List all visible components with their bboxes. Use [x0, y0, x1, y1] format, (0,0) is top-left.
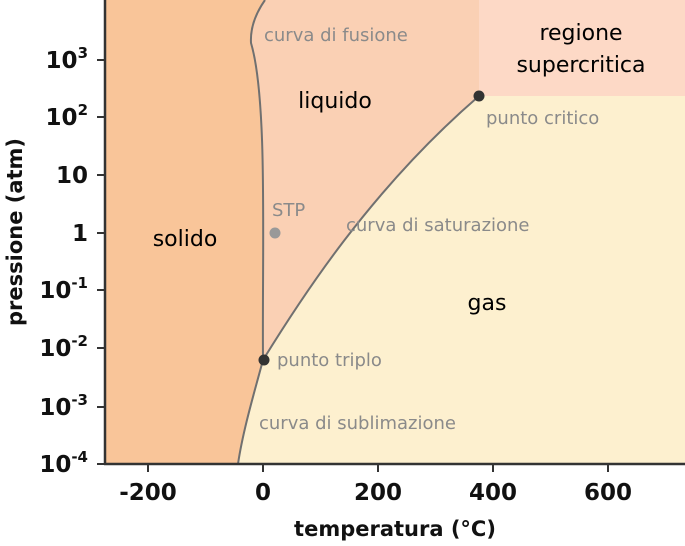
- y-tick-label: 1: [72, 221, 88, 247]
- triple-point-marker: [258, 354, 270, 366]
- supercritical-label-line2: supercritica: [516, 53, 645, 78]
- supercritical-region: [479, 0, 685, 96]
- liquid-label: liquido: [298, 89, 372, 114]
- y-tick-label: 10: [56, 163, 88, 189]
- saturation-curve: [262, 95, 480, 361]
- y-tick-label: 10-4: [39, 448, 88, 478]
- critical-point-label: punto critico: [486, 108, 599, 129]
- x-tick-label: -200: [119, 480, 177, 506]
- solid-label: solido: [153, 227, 218, 252]
- x-axis-title: temperatura (°C): [294, 517, 496, 541]
- critical-point-marker: [473, 90, 485, 102]
- stp-marker: [269, 227, 281, 239]
- melting-curve: [249, 0, 266, 361]
- gas-label: gas: [468, 291, 507, 316]
- triple-point-label: punto triplo: [277, 350, 382, 371]
- x-tick-label: 600: [584, 480, 632, 506]
- liquid-region: [250, 0, 479, 360]
- y-tick-label: 10-2: [39, 332, 88, 362]
- supercritical-label-line1: regione: [539, 21, 622, 46]
- x-tick-label: 0: [255, 480, 271, 506]
- stp-label: STP: [272, 200, 305, 221]
- y-tick-label: 103: [46, 44, 88, 74]
- sublimation-curve: [237, 359, 264, 465]
- sublimation-curve-label: curva di sublimazione: [259, 413, 456, 434]
- y-tick-label: 10-1: [39, 274, 88, 304]
- y-tick-label: 102: [46, 101, 88, 131]
- solid-region: [105, 0, 265, 464]
- y-tick-label: 10-3: [39, 391, 88, 421]
- x-ticks: -200 0 200 400 600: [119, 464, 632, 506]
- y-axis-title: pressione (atm): [3, 138, 27, 326]
- x-tick-label: 400: [469, 480, 517, 506]
- x-tick-label: 200: [354, 480, 402, 506]
- melting-curve-label: curva di fusione: [264, 25, 408, 46]
- saturation-curve-label: curva di saturazione: [346, 215, 530, 236]
- y-ticks: 10-4 10-3 10-2 10-1 1 10 102 103: [39, 44, 105, 478]
